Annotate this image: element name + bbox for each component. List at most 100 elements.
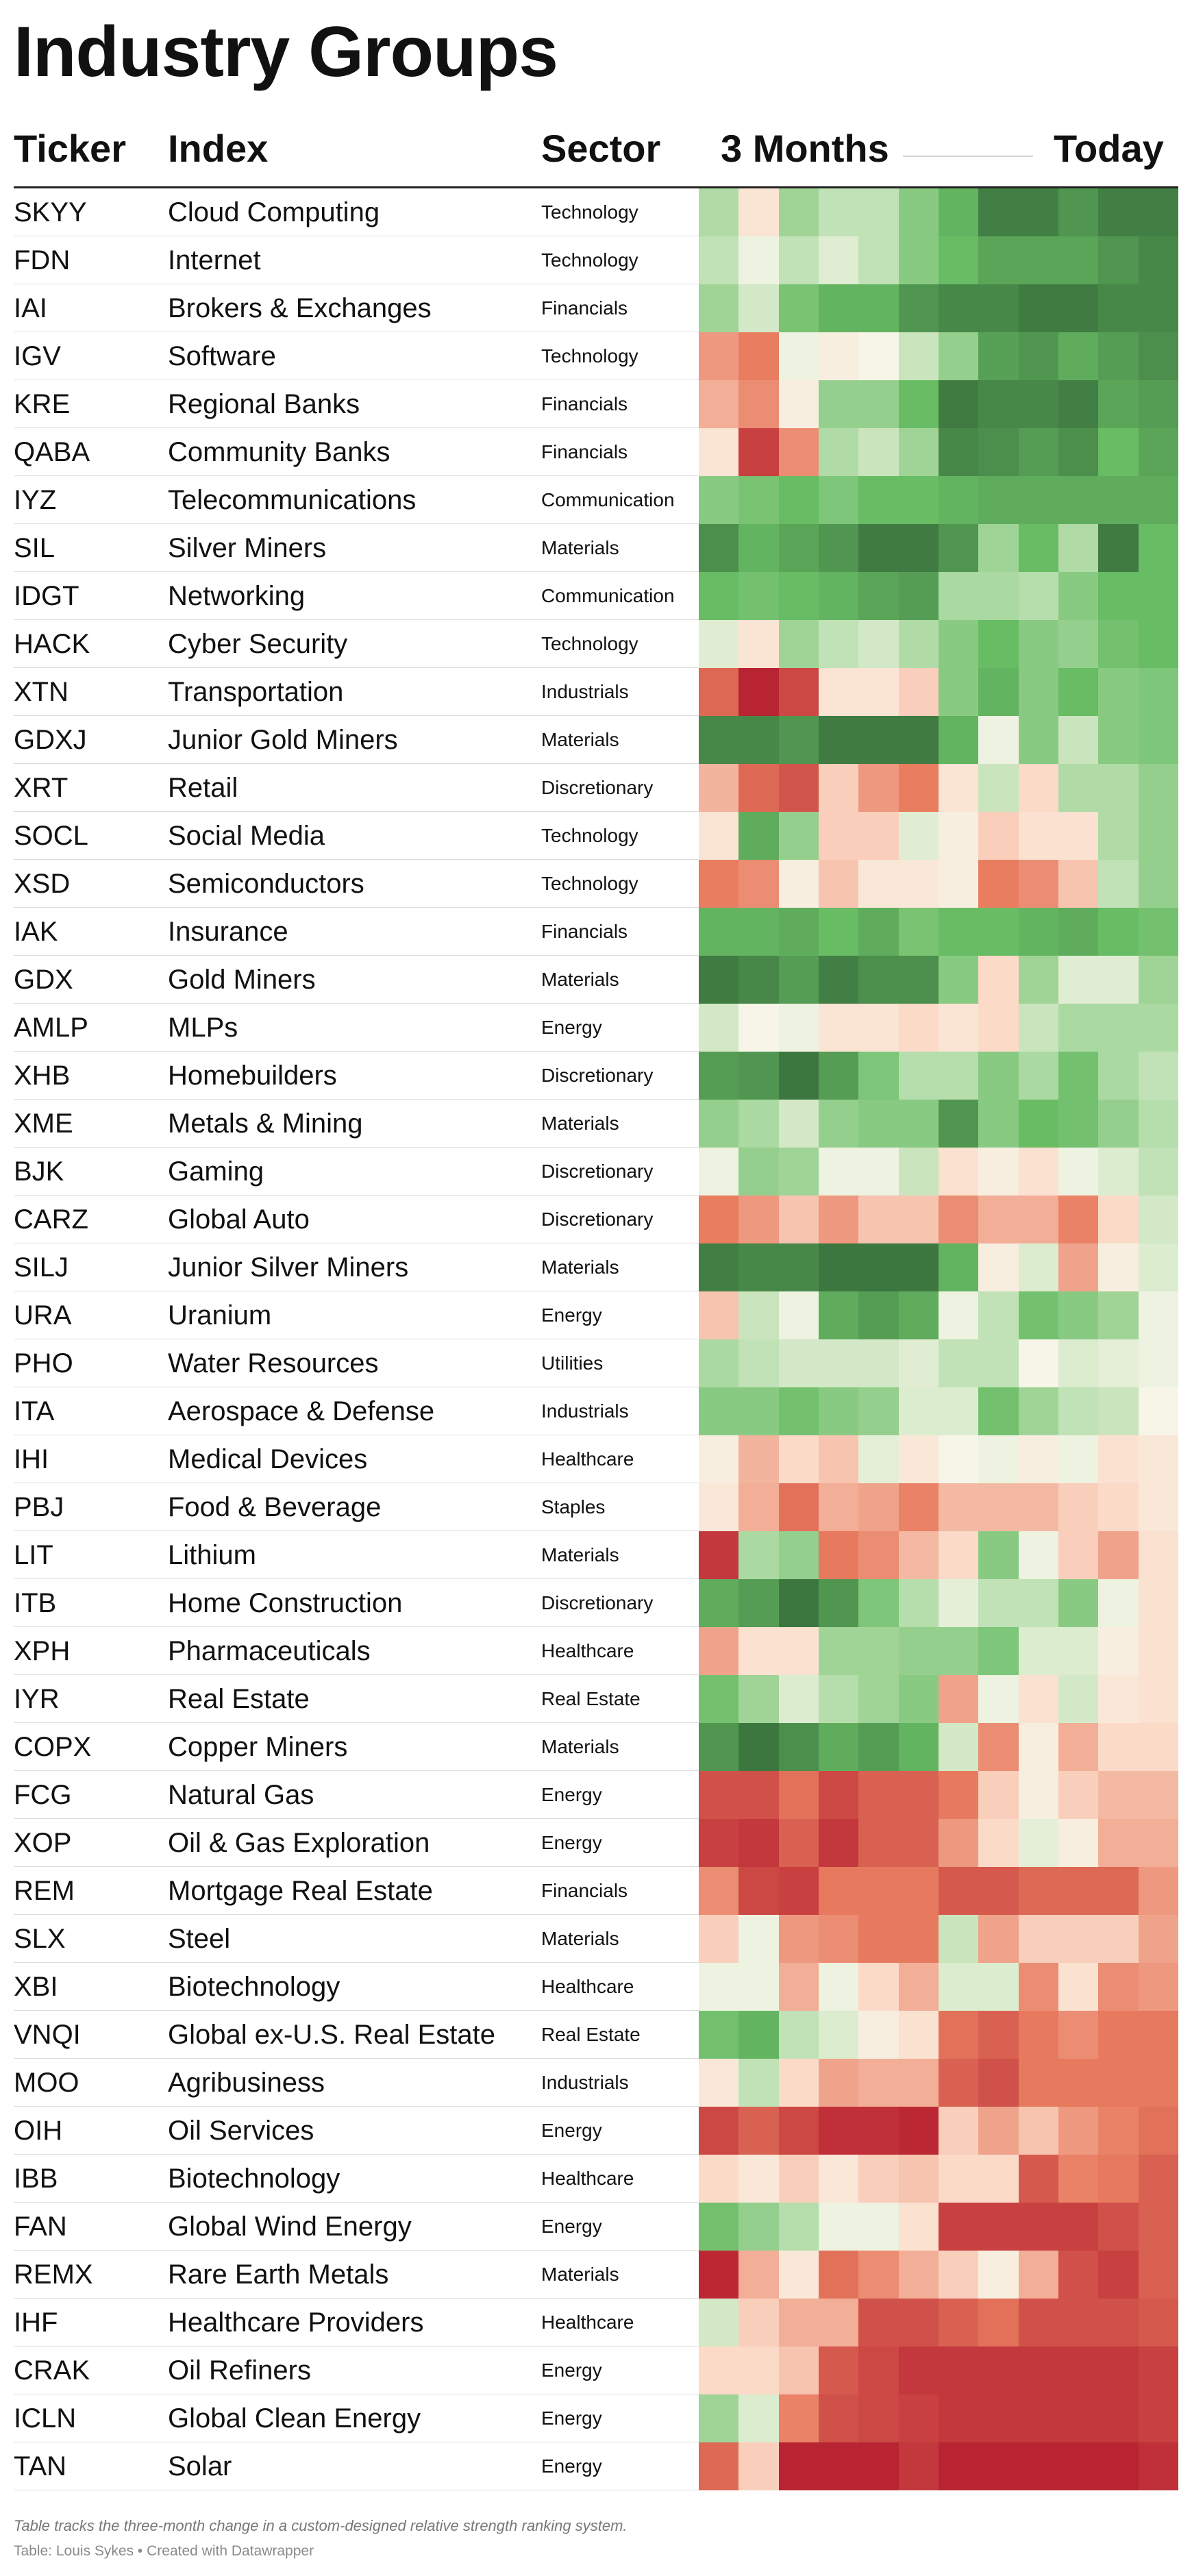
heat-cell — [978, 1100, 1019, 1148]
heat-cell — [818, 1243, 859, 1291]
heatmap-strip — [699, 2107, 1178, 2155]
heat-cell — [1138, 956, 1178, 1004]
heat-cell — [1098, 1867, 1139, 1915]
heat-cell — [1018, 812, 1058, 860]
heat-cell — [858, 956, 899, 1004]
heat-cell — [1138, 2059, 1178, 2107]
heatmap-strip — [699, 764, 1178, 812]
ticker-cell: IYZ — [14, 485, 57, 515]
index-cell: Uranium — [168, 1300, 272, 1330]
sector-cell: Discretionary — [541, 1592, 654, 1613]
heat-cell — [1138, 1052, 1178, 1100]
table-row-icln: ICLN Global Clean Energy Energy — [0, 2394, 1192, 2442]
heat-cell — [818, 2251, 859, 2299]
heat-cell — [778, 572, 819, 620]
ticker-cell: IAI — [14, 293, 47, 323]
heat-cell — [1058, 1435, 1099, 1483]
table-row-iyr: IYR Real Estate Real Estate — [0, 1675, 1192, 1723]
ticker-cell: IDGT — [14, 581, 79, 611]
table-row-socl: SOCL Social Media Technology — [0, 812, 1192, 860]
ticker-cell: IGV — [14, 341, 61, 371]
heat-cell — [898, 716, 939, 764]
heat-cell — [778, 1915, 819, 1963]
table-row-iak: IAK Insurance Financials — [0, 908, 1192, 956]
heat-cell — [738, 860, 779, 908]
ticker-cell: IHF — [14, 2307, 58, 2338]
heat-cell — [858, 1196, 899, 1243]
sector-cell: Materials — [541, 969, 619, 990]
table-row-kre: KRE Regional Banks Financials — [0, 380, 1192, 428]
index-cell: Oil Services — [168, 2116, 314, 2146]
heat-cell — [858, 524, 899, 572]
heat-cell — [778, 380, 819, 428]
heat-cell — [1138, 1004, 1178, 1052]
heat-cell — [738, 1196, 779, 1243]
heat-cell — [699, 2155, 739, 2203]
index-cell: Biotechnology — [168, 2164, 340, 2194]
row-divider — [14, 2202, 699, 2203]
sector-cell: Energy — [541, 2360, 602, 2381]
heat-cell — [978, 1627, 1019, 1675]
heat-cell — [1058, 1483, 1099, 1531]
ticker-cell: GDX — [14, 965, 73, 995]
sector-cell: Healthcare — [541, 1976, 634, 1997]
sector-cell: Communication — [541, 585, 675, 606]
heat-cell — [898, 2203, 939, 2251]
heat-cell — [699, 1915, 739, 1963]
heat-cell — [699, 2346, 739, 2394]
heat-cell — [699, 2299, 739, 2346]
table-row-ura: URA Uranium Energy — [0, 1291, 1192, 1339]
heat-cell — [858, 2442, 899, 2490]
heat-cell — [778, 1627, 819, 1675]
heat-cell — [858, 1627, 899, 1675]
heat-cell — [938, 1963, 979, 2011]
ticker-cell: VNQI — [14, 2020, 81, 2050]
heat-cell — [738, 2394, 779, 2442]
row-divider — [14, 1722, 699, 1723]
table-row-rem: REM Mortgage Real Estate Financials — [0, 1867, 1192, 1915]
heatmap-strip — [699, 2394, 1178, 2442]
heat-cell — [738, 524, 779, 572]
heat-cell — [1098, 1483, 1139, 1531]
heat-cell — [1018, 1387, 1058, 1435]
heatmap-strip — [699, 1387, 1178, 1435]
ticker-cell: REMX — [14, 2259, 93, 2290]
heat-cell — [699, 2442, 739, 2490]
heat-cell — [1138, 908, 1178, 956]
heat-cell — [898, 188, 939, 236]
ticker-cell: BJK — [14, 1156, 64, 1187]
heat-cell — [699, 428, 739, 476]
heat-cell — [818, 1483, 859, 1531]
ticker-cell: IHI — [14, 1444, 49, 1474]
heat-cell — [1058, 1675, 1099, 1723]
sector-cell: Energy — [541, 1832, 602, 1853]
heat-cell — [938, 1435, 979, 1483]
heatmap-strip — [699, 524, 1178, 572]
column-header-ticker: Ticker — [14, 127, 126, 170]
sector-cell: Energy — [541, 1304, 602, 1326]
ticker-cell: CARZ — [14, 1204, 88, 1235]
heat-cell — [858, 1100, 899, 1148]
heat-cell — [1138, 716, 1178, 764]
heat-cell — [898, 668, 939, 716]
heat-cell — [858, 860, 899, 908]
heat-cell — [1018, 1148, 1058, 1196]
heat-cell — [1098, 860, 1139, 908]
heat-cell — [818, 860, 859, 908]
sector-cell: Materials — [541, 1113, 619, 1134]
index-cell: Global Clean Energy — [168, 2403, 421, 2433]
heat-cell — [1018, 2346, 1058, 2394]
heat-cell — [858, 428, 899, 476]
heat-cell — [1138, 1963, 1178, 2011]
index-cell: MLPs — [168, 1013, 238, 1043]
heat-cell — [858, 2155, 899, 2203]
index-cell: Junior Silver Miners — [168, 1252, 409, 1283]
heat-cell — [1098, 428, 1139, 476]
sector-cell: Staples — [541, 1496, 606, 1518]
heat-cell — [1058, 1915, 1099, 1963]
heat-cell — [738, 1052, 779, 1100]
table-row-xme: XME Metals & Mining Materials — [0, 1100, 1192, 1148]
heat-cell — [699, 2059, 739, 2107]
heat-cell — [1058, 860, 1099, 908]
heat-cell — [1098, 2251, 1139, 2299]
